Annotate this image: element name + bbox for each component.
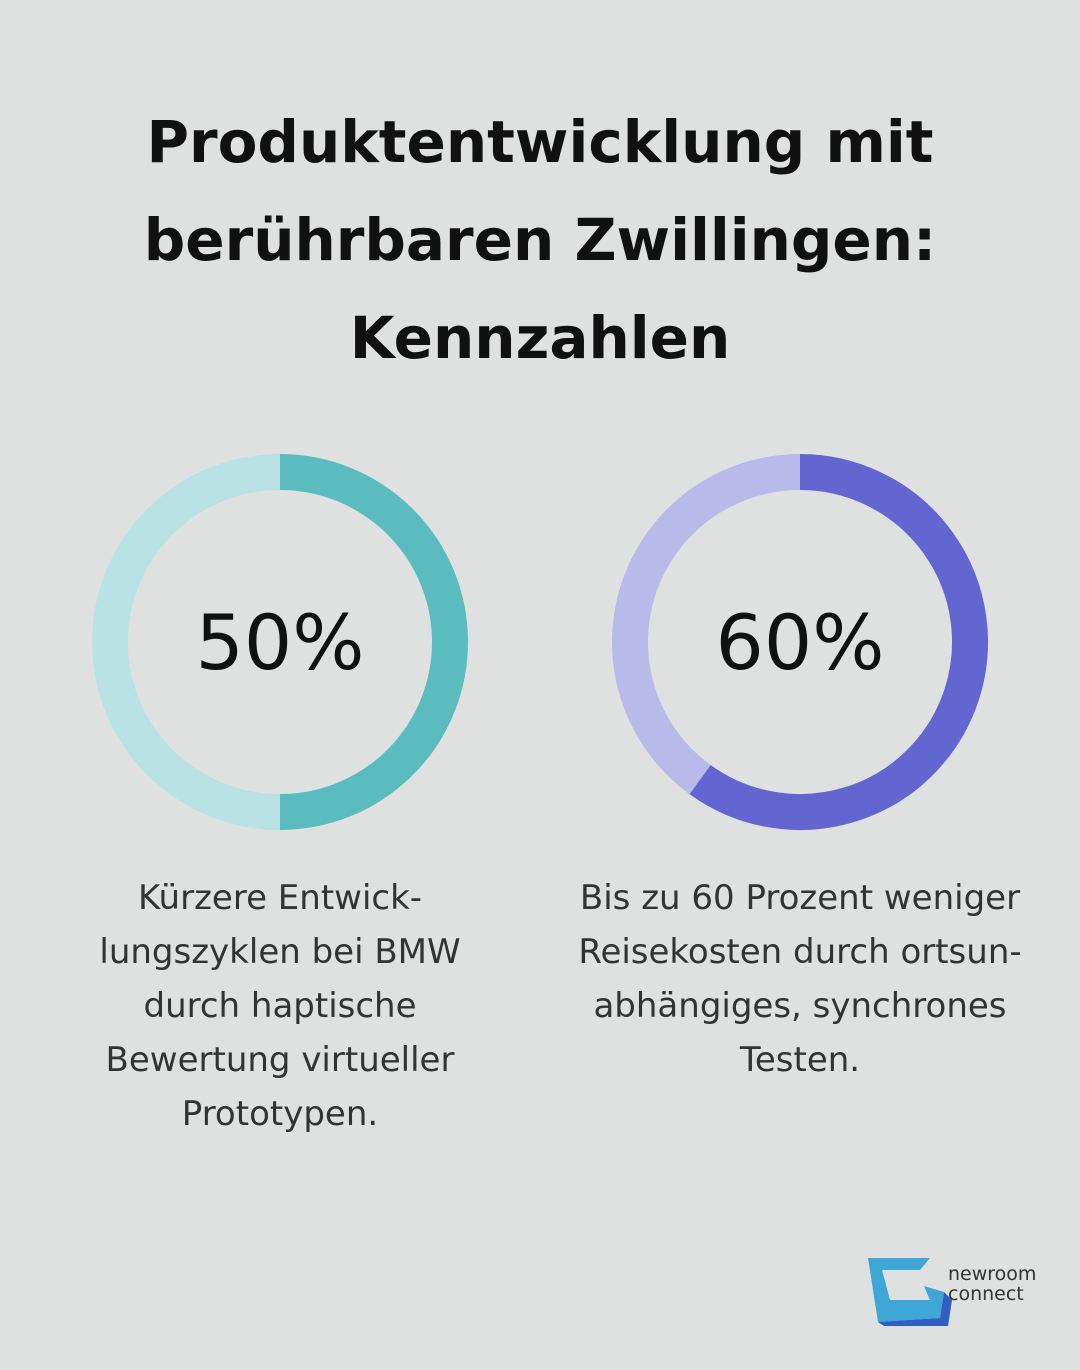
title-line: Produktentwicklung mit	[146, 108, 933, 176]
logo-icon-shade	[878, 1292, 952, 1326]
logo: newroom connect	[868, 1258, 1036, 1326]
title-line: Kennzahlen	[350, 304, 731, 372]
description-line: Testen.	[739, 1040, 860, 1080]
description-line: Reisekosten durch ortsun-	[578, 932, 1021, 972]
logo-icon	[868, 1258, 944, 1322]
description-line: Bewertung virtueller	[106, 1040, 455, 1080]
description-line: durch haptische	[143, 986, 416, 1026]
donut-value: 60%	[716, 598, 885, 687]
logo-text: newroom	[948, 1263, 1036, 1285]
description-line: Kürzere Entwick-	[138, 878, 422, 918]
donut-value: 50%	[196, 598, 365, 687]
description-line: abhängiges, synchrones	[593, 986, 1006, 1026]
description-line: Prototypen.	[182, 1094, 378, 1134]
donut-segment	[92, 454, 281, 830]
description-line: Bis zu 60 Prozent weniger	[580, 878, 1020, 918]
description-line: lungszyklen bei BMW	[99, 932, 460, 972]
donut-segment	[612, 454, 801, 795]
donut-segment	[689, 454, 988, 830]
title-line: berührbaren Zwillingen:	[144, 206, 937, 274]
donut-segment	[279, 454, 468, 830]
logo-text: connect	[948, 1283, 1024, 1305]
